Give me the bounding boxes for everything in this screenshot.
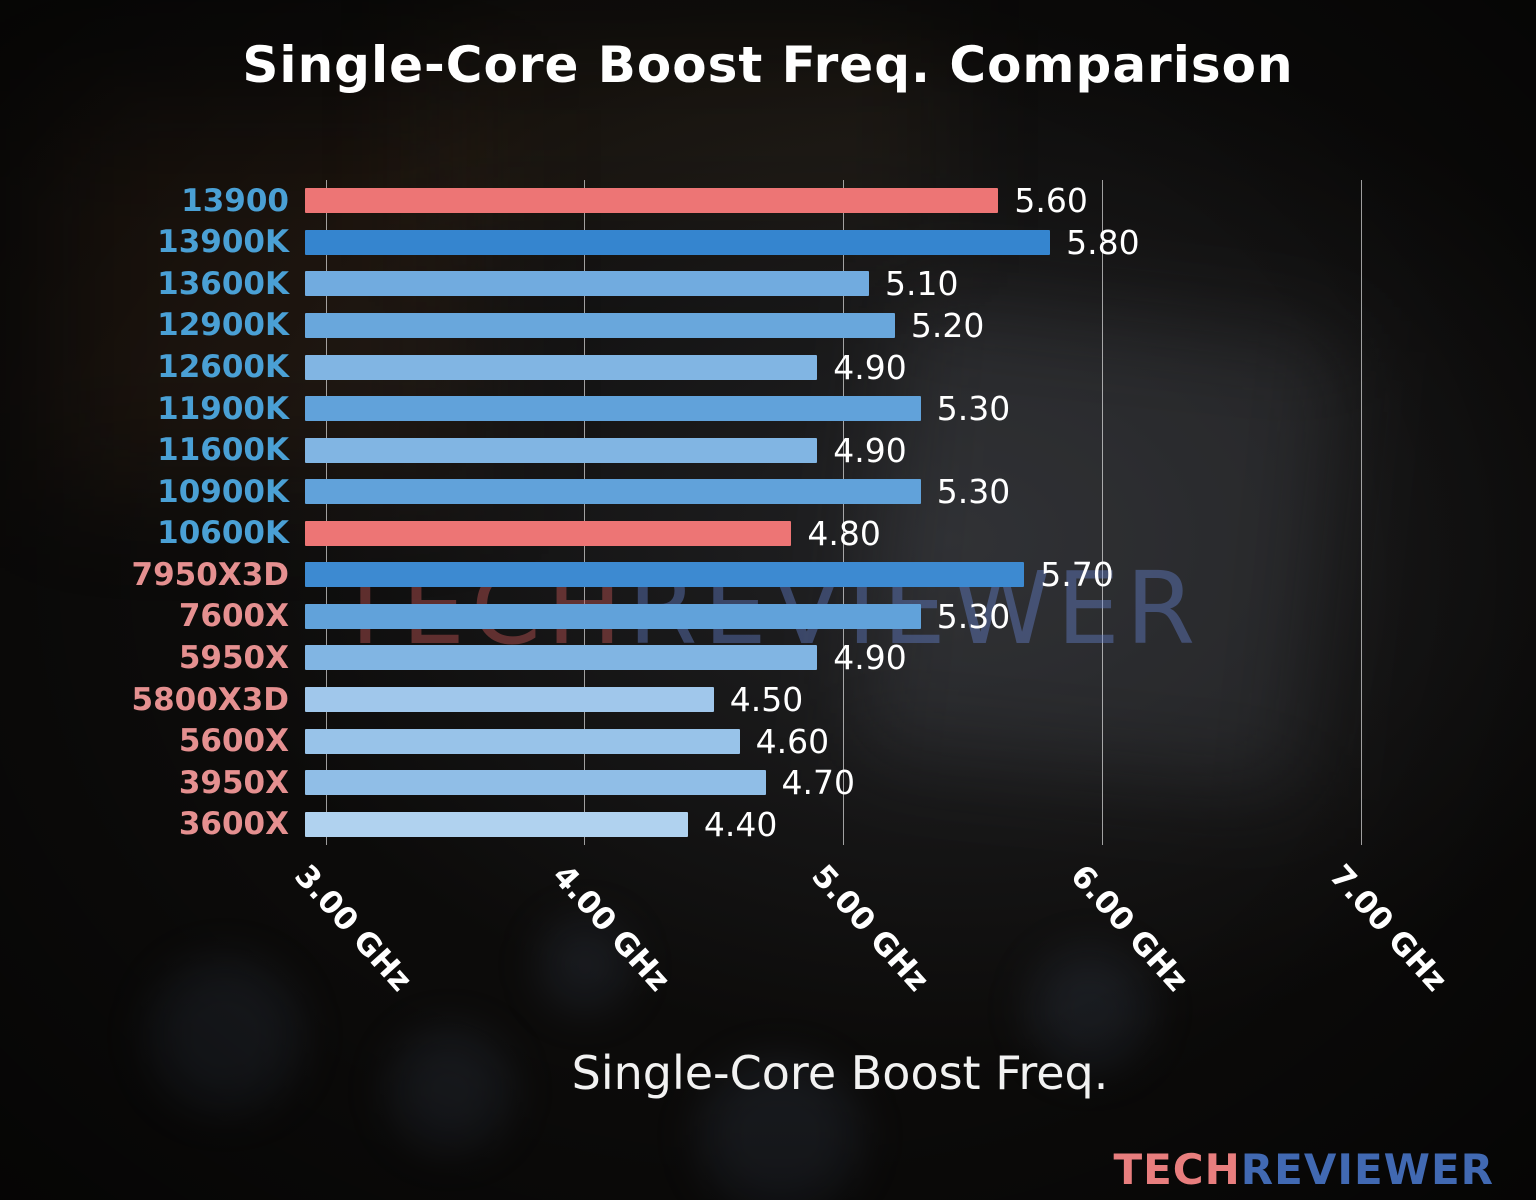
value-label: 4.70 [781, 763, 856, 803]
bar-track: 4.60 [305, 720, 1490, 762]
category-label: 5600X [178, 723, 289, 760]
chart-title: Single-Core Boost Freq. Comparison [242, 36, 1294, 94]
value-label: 4.40 [703, 804, 778, 844]
bar [305, 312, 895, 338]
chart-row: 7950X3D 5.70 [50, 554, 1490, 596]
bar [305, 396, 921, 422]
bar-track: 4.80 [305, 513, 1490, 555]
bar-track: 4.90 [305, 637, 1490, 679]
gridlines [305, 180, 1490, 845]
category-label: 11600K [157, 432, 289, 469]
bar-track: 5.30 [305, 388, 1490, 430]
chart-row: 11600K 4.90 [50, 429, 1490, 471]
chart-row: 10900K 5.30 [50, 471, 1490, 513]
chart-row: 3950X 4.70 [50, 762, 1490, 804]
gridline [325, 180, 327, 845]
category-label: 7600X [178, 598, 289, 635]
value-label: 5.30 [936, 389, 1011, 429]
category-label: 13600K [157, 265, 289, 302]
chart-row: 12600K 4.90 [50, 346, 1490, 388]
value-label: 4.80 [807, 513, 881, 553]
chart-rows: 13900 5.60 13900K 5.80 13600K 5.10 12900K 5.20 1… [50, 180, 1490, 845]
chart-row: 3600X 4.40 [50, 803, 1490, 845]
bar [305, 229, 1051, 255]
value-label: 4.90 [833, 638, 907, 678]
bar [305, 354, 818, 380]
x-tick-label: 7.00 GHz [1321, 858, 1454, 999]
bar [305, 645, 818, 671]
bar-track: 4.70 [305, 762, 1490, 804]
x-axis-title: Single-Core Boost Freq. [571, 1046, 1109, 1100]
x-tick-label: 4.00 GHz [545, 858, 678, 999]
category-label: 13900K [157, 224, 289, 261]
bar-track: 4.90 [305, 346, 1490, 388]
bar [305, 603, 921, 629]
category-label: 5950X [178, 639, 289, 676]
category-label: 3600X [178, 806, 289, 843]
x-tick-label: 5.00 GHz [804, 858, 937, 999]
value-label: 5.20 [910, 305, 985, 345]
category-label: 11900K [157, 390, 289, 427]
chart-row: 11900K 5.30 [50, 388, 1490, 430]
value-label: 4.90 [833, 430, 907, 470]
value-label: 4.90 [833, 347, 907, 387]
chart-row: 5600X 4.60 [50, 720, 1490, 762]
bar-track: 4.50 [305, 679, 1490, 721]
gridline [1101, 180, 1103, 845]
bar [305, 687, 714, 713]
bar-track: 5.70 [305, 554, 1490, 596]
category-label: 12600K [157, 349, 289, 386]
bar [305, 188, 999, 214]
category-label: 10600K [157, 515, 289, 552]
bar-track: 5.20 [305, 305, 1490, 347]
category-label: 5800X3D [131, 681, 289, 718]
chart-row: 13900K 5.80 [50, 222, 1490, 264]
bar-track: 5.60 [305, 180, 1490, 222]
bar-track: 5.80 [305, 222, 1490, 264]
category-label: 3950X [178, 764, 289, 801]
chart-row: 5950X 4.90 [50, 637, 1490, 679]
x-tick-label: 3.00 GHz [286, 858, 419, 999]
bar-track: 4.90 [305, 429, 1490, 471]
value-label: 5.30 [936, 596, 1011, 636]
value-label: 5.10 [885, 264, 959, 304]
bar [305, 728, 740, 754]
bar [305, 770, 766, 796]
bar [305, 520, 792, 546]
gridline [1360, 180, 1362, 845]
gridline [843, 180, 845, 845]
brand-logo: TECHREVIEWER [1113, 1145, 1494, 1194]
chart-row: 5800X3D 4.50 [50, 679, 1490, 721]
value-label: 5.70 [1040, 555, 1114, 595]
bar [305, 437, 818, 463]
bar [305, 811, 688, 837]
value-label: 5.60 [1014, 181, 1088, 221]
brand-logo-tech-text: TECH [1113, 1145, 1241, 1194]
bar-track: 5.30 [305, 596, 1490, 638]
chart-row: 7600X 5.30 [50, 596, 1490, 638]
brand-logo-reviewer-text: REVIEWER [1240, 1145, 1494, 1194]
value-label: 4.60 [755, 721, 830, 761]
chart-row: 13600K 5.10 [50, 263, 1490, 305]
bar-track: 5.10 [305, 263, 1490, 305]
chart-row: 12900K 5.20 [50, 305, 1490, 347]
bar [305, 271, 870, 297]
value-label: 5.30 [936, 472, 1011, 512]
category-label: 10900K [157, 473, 289, 510]
chart-row: 10600K 4.80 [50, 513, 1490, 555]
value-label: 4.50 [729, 680, 804, 720]
bar-track: 4.40 [305, 803, 1490, 845]
category-label: 12900K [157, 307, 289, 344]
value-label: 5.80 [1066, 222, 1140, 262]
bar [305, 562, 1025, 588]
bar [305, 479, 921, 505]
chart-row: 13900 5.60 [50, 180, 1490, 222]
x-tick-label: 6.00 GHz [1063, 858, 1195, 999]
category-label: 13900 [181, 182, 289, 219]
category-label: 7950X3D [131, 556, 289, 593]
bar-track: 5.30 [305, 471, 1490, 513]
gridline [584, 180, 586, 845]
